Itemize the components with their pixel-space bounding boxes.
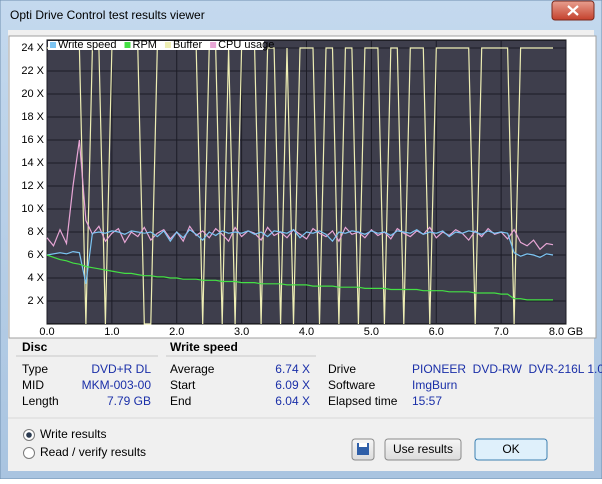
section-heading: Disc <box>22 340 48 354</box>
field-label: Average <box>170 362 215 376</box>
x-tick-label: 5.0 <box>364 326 379 338</box>
legend-swatch <box>124 42 131 48</box>
field-label: Software <box>328 378 376 392</box>
x-tick-label: 3.0 <box>234 326 249 338</box>
series-line <box>46 228 554 284</box>
radio-label: Read / verify results <box>40 445 146 459</box>
field-label: Type <box>22 362 48 376</box>
series-line <box>46 139 554 251</box>
x-tick-label: 2.0 <box>169 326 184 338</box>
field-value: 15:57 <box>412 394 442 408</box>
field-label: End <box>170 394 191 408</box>
button-label: Use results <box>393 442 453 456</box>
radio-dot <box>26 432 32 438</box>
field-value: MKM-003-00 <box>82 378 152 392</box>
y-tick-label: 2 X <box>27 295 44 307</box>
field-label: Length <box>22 394 59 408</box>
field-value: 6.09 X <box>275 378 310 392</box>
legend-label: Write speed <box>58 39 117 51</box>
field-value: 6.04 X <box>275 394 310 408</box>
field-value: DVD+R DL <box>91 362 151 376</box>
field-label: Start <box>170 378 196 392</box>
chart: 2 X 4 X 6 X 8 X 10 X 12 X 14 X 16 X 18 X 20 X 22 X… <box>21 39 583 338</box>
y-tick-label: 6 X <box>27 249 44 261</box>
legend-label: RPM <box>133 39 157 51</box>
close-icon <box>567 5 579 16</box>
radio-label: Write results <box>40 427 106 441</box>
legend-swatch <box>210 42 217 48</box>
field-label: Elapsed time <box>328 394 398 408</box>
x-tick-label: 6.0 <box>429 326 444 338</box>
series-line <box>46 254 553 301</box>
y-tick-label: 16 X <box>21 134 44 146</box>
field-label: MID <box>22 378 44 392</box>
section-heading: Write speed <box>170 340 238 354</box>
legend-swatch <box>50 42 56 48</box>
field-value: ImgBurn <box>412 378 457 392</box>
y-tick-label: 18 X <box>21 111 44 123</box>
window-title: Opti Drive Control test results viewer <box>10 8 205 22</box>
legend-label: Buffer <box>173 39 202 51</box>
legend-background <box>48 41 264 50</box>
y-tick-label: 4 X <box>27 272 44 284</box>
save-icon-label <box>359 443 367 447</box>
info-panel: Disc Write speed Type DVD+R DL MID MKM-003-00… <box>16 340 602 408</box>
x-tick-label: 8.0 GB <box>549 326 583 338</box>
y-tick-label: 12 X <box>21 180 44 192</box>
field-value: PIONEER DVD-RW DVR-216L 1.09 <box>412 362 602 376</box>
options: Write results Read / verify results <box>23 427 146 459</box>
x-tick-label: 4.0 <box>299 326 314 338</box>
x-tick-label: 7.0 <box>493 326 508 338</box>
y-tick-label: 22 X <box>21 65 44 77</box>
y-tick-label: 10 X <box>21 203 44 215</box>
y-tick-label: 24 X <box>21 42 44 54</box>
y-tick-label: 14 X <box>21 157 44 169</box>
field-value: 7.79 GB <box>107 394 151 408</box>
legend-label: CPU usage <box>218 39 274 51</box>
y-tick-label: 20 X <box>21 88 44 100</box>
x-tick-label: 0.0 <box>39 326 54 338</box>
field-label: Drive <box>328 362 356 376</box>
button-label: OK <box>502 442 519 456</box>
ok-button[interactable] <box>474 438 548 461</box>
field-value: 6.74 X <box>275 362 310 376</box>
legend-swatch <box>164 42 171 48</box>
x-tick-label: 1.0 <box>104 326 119 338</box>
use-results-button[interactable] <box>384 438 462 461</box>
radio-button[interactable] <box>23 447 35 459</box>
y-tick-label: 8 X <box>27 226 44 238</box>
